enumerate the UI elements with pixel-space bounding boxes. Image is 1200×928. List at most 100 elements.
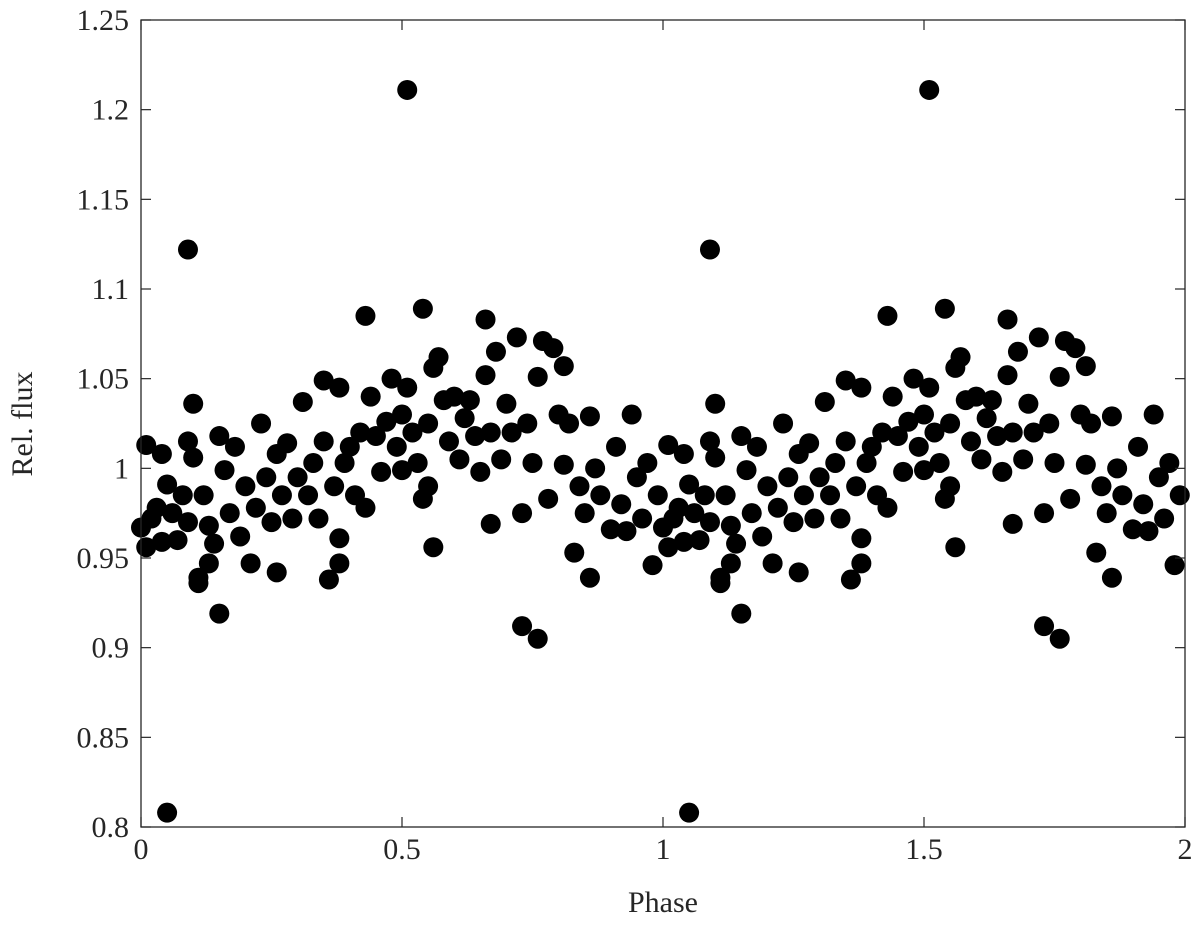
data-point: [715, 485, 736, 506]
data-point: [329, 528, 350, 549]
data-point: [611, 494, 632, 515]
data-point: [334, 452, 355, 473]
data-point: [647, 485, 668, 506]
data-point: [303, 452, 324, 473]
data-point: [736, 460, 757, 481]
data-point: [809, 467, 830, 488]
data-point: [820, 485, 841, 506]
data-point: [710, 573, 731, 594]
data-point: [527, 628, 548, 649]
data-point: [872, 422, 893, 443]
data-point: [224, 436, 245, 457]
data-point: [684, 503, 705, 524]
data-point: [997, 309, 1018, 330]
data-point: [668, 497, 689, 518]
data-point: [465, 426, 486, 447]
data-point: [1128, 436, 1149, 457]
data-point: [1091, 476, 1112, 497]
data-point: [861, 436, 882, 457]
data-point: [204, 533, 225, 554]
data-point: [177, 431, 198, 452]
data-point: [438, 431, 459, 452]
y-tick-label: 0.8: [92, 811, 130, 844]
data-point: [329, 377, 350, 398]
data-point: [1075, 454, 1096, 475]
data-point: [997, 365, 1018, 386]
y-axis-label: Rel. flux: [6, 372, 39, 477]
data-point: [392, 460, 412, 481]
data-point: [579, 406, 600, 427]
data-point: [1018, 393, 1039, 414]
data-point: [908, 436, 929, 457]
data-point: [298, 485, 319, 506]
data-point: [626, 467, 647, 488]
data-point: [459, 390, 480, 411]
data-point: [1049, 366, 1070, 387]
data-point: [1148, 467, 1169, 488]
data-point: [606, 436, 627, 457]
x-tick-label: 1.5: [905, 833, 943, 866]
data-point: [1075, 356, 1096, 377]
data-point: [893, 461, 914, 482]
data-point: [564, 542, 585, 563]
data-point: [720, 553, 741, 574]
data-point: [632, 508, 653, 529]
data-point: [261, 512, 282, 533]
data-point: [616, 521, 637, 542]
data-point: [360, 386, 381, 407]
data-point: [480, 513, 501, 534]
data-point: [198, 515, 219, 536]
data-point: [705, 393, 726, 414]
data-point: [825, 452, 846, 473]
data-point: [177, 239, 198, 260]
data-point: [1065, 338, 1086, 359]
data-point: [856, 452, 877, 473]
data-point: [1002, 513, 1023, 534]
data-point: [350, 422, 371, 443]
data-point: [151, 531, 172, 552]
data-point: [882, 386, 903, 407]
data-point: [167, 530, 188, 551]
data-point: [1159, 452, 1180, 473]
data-point: [444, 386, 465, 407]
data-point: [527, 366, 548, 387]
data-point: [694, 485, 715, 506]
data-point: [752, 526, 773, 547]
data-point: [183, 393, 204, 414]
data-point: [731, 603, 752, 624]
data-point: [209, 603, 230, 624]
data-point: [940, 413, 961, 434]
data-point: [209, 426, 230, 447]
data-point: [308, 508, 329, 529]
data-point: [934, 298, 955, 319]
data-point: [1007, 341, 1028, 362]
data-point: [830, 508, 851, 529]
x-tick-label: 0: [134, 833, 149, 866]
data-point: [318, 569, 339, 590]
data-point: [491, 449, 512, 470]
data-point: [553, 454, 574, 475]
data-point: [402, 422, 423, 443]
data-point: [699, 512, 720, 533]
data-point: [699, 431, 720, 452]
data-point: [392, 404, 412, 425]
data-point: [418, 413, 439, 434]
data-point: [699, 239, 720, 260]
data-point: [1081, 413, 1102, 434]
data-point: [919, 377, 940, 398]
data-point: [559, 413, 580, 434]
data-point: [1143, 404, 1164, 425]
data-point: [219, 503, 240, 524]
data-point: [1164, 555, 1185, 576]
data-point: [397, 377, 418, 398]
data-point: [741, 503, 762, 524]
data-point: [240, 553, 261, 574]
y-tick-label: 1.25: [77, 4, 130, 37]
data-point: [177, 512, 198, 533]
data-point: [720, 515, 741, 536]
data-point: [501, 422, 522, 443]
data-point: [726, 533, 747, 554]
data-point: [1154, 508, 1175, 529]
data-point: [172, 485, 193, 506]
data-point: [512, 616, 533, 637]
